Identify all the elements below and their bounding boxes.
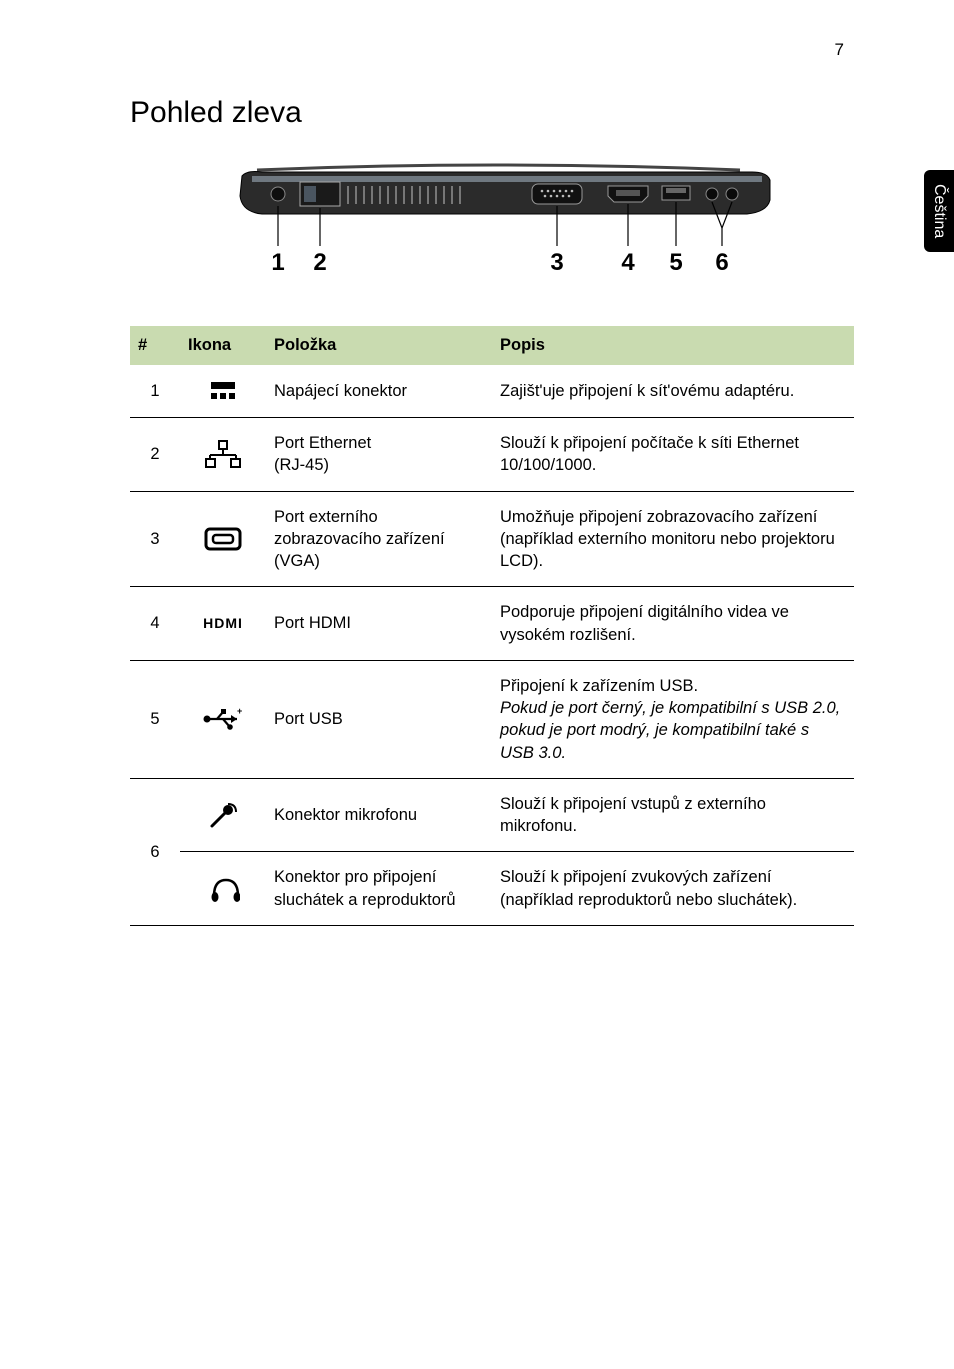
cell-item: Port USB: [266, 660, 492, 778]
microphone-icon: [206, 800, 240, 830]
cell-desc: Slouží k připojení zvukových zařízení (n…: [492, 852, 854, 926]
table-row: 5 + Port USB Připojení k zaříz: [130, 660, 854, 778]
table-row: Konektor pro připojení sluchátek a repro…: [130, 852, 854, 926]
table-header-row: # Ikona Položka Popis: [130, 326, 854, 365]
page-number: 7: [835, 40, 844, 60]
cell-icon: [180, 491, 266, 587]
usb-desc-italic: Pokud je port černý, je kompatibilní s U…: [500, 699, 840, 762]
cell-item: Konektor mikrofonu: [266, 778, 492, 852]
svg-text:+: +: [237, 707, 242, 716]
cell-item: Napájecí konektor: [266, 365, 492, 418]
cell-desc: Slouží k připojení vstupů z externího mi…: [492, 778, 854, 852]
usb-desc-line1: Připojení k zařízením USB.: [500, 677, 698, 695]
cell-icon: [180, 365, 266, 418]
cell-icon: [180, 418, 266, 492]
table-row: 4 HDMI Port HDMI Podporuje připojení dig…: [130, 587, 854, 661]
callout-4: 4: [621, 249, 635, 276]
table-row: 1 Napájecí konektor Zajišt'uje připojení…: [130, 365, 854, 418]
callout-3: 3: [550, 249, 563, 276]
cell-desc: Slouží k připojení počítače k síti Ether…: [492, 418, 854, 492]
cell-desc: Umožňuje připojení zobrazovacího zařízen…: [492, 491, 854, 587]
page-title: Pohled zleva: [130, 96, 854, 130]
cell-icon: [180, 778, 266, 852]
cell-icon: +: [180, 660, 266, 778]
language-tab: Čeština: [924, 170, 954, 252]
cell-item: Port HDMI: [266, 587, 492, 661]
callout-1: 1: [271, 249, 284, 276]
cell-num: 4: [130, 587, 180, 661]
cell-num: 3: [130, 491, 180, 587]
cell-num: 5: [130, 660, 180, 778]
ports-table: # Ikona Položka Popis 1 Napájecí kone: [130, 326, 854, 926]
cell-num: 1: [130, 365, 180, 418]
power-icon: [205, 379, 241, 403]
cell-desc: Připojení k zařízením USB. Pokud je port…: [492, 660, 854, 778]
laptop-side-svg: 1 2 3 4 5 6: [192, 156, 792, 296]
cell-item: Port externího zobrazovacího zařízení (V…: [266, 491, 492, 587]
ethernet-icon: [204, 439, 242, 469]
th-item: Položka: [266, 326, 492, 365]
cell-num: 6: [130, 778, 180, 925]
cell-icon: HDMI: [180, 587, 266, 661]
cell-icon: [180, 852, 266, 926]
callout-5: 5: [669, 249, 682, 276]
laptop-left-view-figure: 1 2 3 4 5 6: [130, 156, 854, 296]
table-row: 3 Port externího zobrazovacího zařízení …: [130, 491, 854, 587]
callout-6: 6: [715, 249, 728, 276]
headphones-icon: [206, 874, 240, 904]
table-row: 6 Konektor mikrofonu Slouží k připojení …: [130, 778, 854, 852]
th-icon: Ikona: [180, 326, 266, 365]
table-row: 2 Port Ethernet (RJ-45) Slouží k připoje…: [130, 418, 854, 492]
vga-icon: [203, 526, 243, 552]
cell-desc: Podporuje připojení digitálního videa ve…: [492, 587, 854, 661]
cell-item: Konektor pro připojení sluchátek a repro…: [266, 852, 492, 926]
hdmi-icon: HDMI: [203, 615, 243, 631]
usb-icon: +: [201, 707, 245, 731]
cell-desc: Zajišt'uje připojení k sít'ovému adaptér…: [492, 365, 854, 418]
th-desc: Popis: [492, 326, 854, 365]
th-num: #: [130, 326, 180, 365]
cell-item: Port Ethernet (RJ-45): [266, 418, 492, 492]
callout-2: 2: [313, 249, 326, 276]
cell-num: 2: [130, 418, 180, 492]
